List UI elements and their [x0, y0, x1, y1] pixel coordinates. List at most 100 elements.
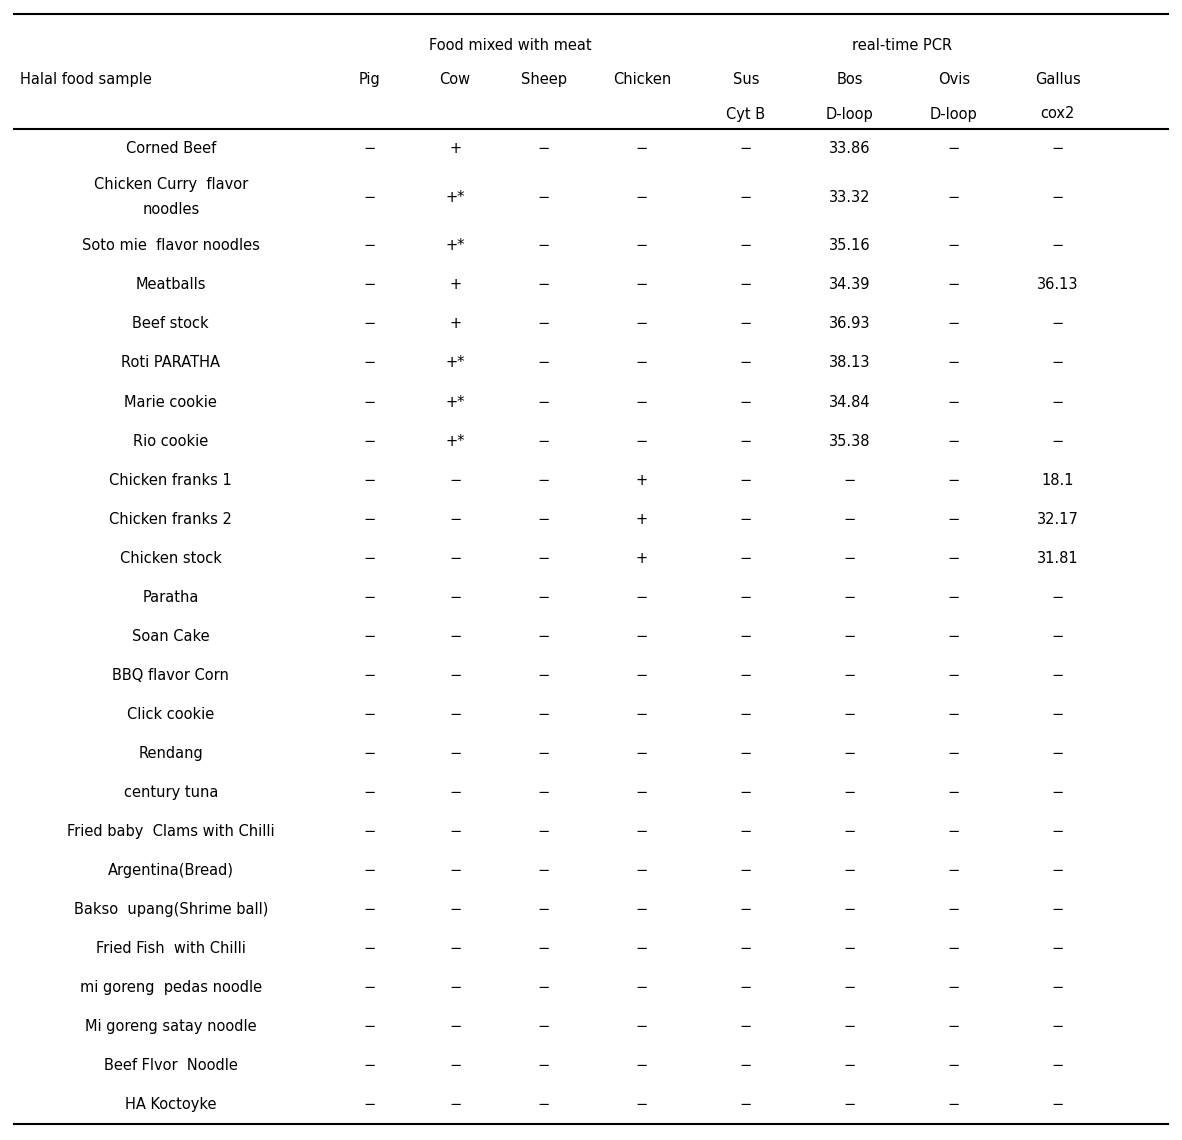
Text: −: −	[636, 824, 648, 839]
Text: −: −	[740, 356, 752, 370]
Text: −: −	[364, 628, 376, 644]
Text: −: −	[636, 238, 648, 253]
Text: Fried Fish  with Chilli: Fried Fish with Chilli	[96, 940, 246, 956]
Text: −: −	[948, 707, 960, 722]
Text: −: −	[844, 628, 856, 644]
Text: 32.17: 32.17	[1037, 512, 1079, 527]
Text: −: −	[948, 394, 960, 409]
Text: −: −	[1052, 433, 1064, 448]
Text: Gallus: Gallus	[1035, 72, 1080, 88]
Text: −: −	[538, 512, 550, 527]
Text: −: −	[364, 1097, 376, 1112]
Text: −: −	[948, 473, 960, 488]
Text: −: −	[636, 1019, 648, 1034]
Text: −: −	[948, 1019, 960, 1034]
Text: +: +	[449, 277, 461, 293]
Text: +: +	[636, 473, 648, 488]
Text: BBQ flavor Corn: BBQ flavor Corn	[112, 668, 229, 683]
Text: 36.93: 36.93	[829, 317, 871, 332]
Text: Food mixed with meat: Food mixed with meat	[429, 38, 592, 54]
Text: −: −	[538, 707, 550, 722]
Text: Argentina(Bread): Argentina(Bread)	[108, 863, 234, 878]
Text: Soan Cake: Soan Cake	[132, 628, 209, 644]
Text: −: −	[636, 707, 648, 722]
Text: 18.1: 18.1	[1041, 473, 1074, 488]
Text: −: −	[740, 277, 752, 293]
Text: −: −	[538, 1097, 550, 1112]
Text: −: −	[636, 746, 648, 760]
Text: −: −	[538, 863, 550, 878]
Text: −: −	[740, 784, 752, 800]
Text: −: −	[844, 940, 856, 956]
Text: −: −	[538, 784, 550, 800]
Text: −: −	[740, 668, 752, 683]
Text: −: −	[449, 512, 461, 527]
Text: −: −	[538, 1019, 550, 1034]
Text: −: −	[1052, 863, 1064, 878]
Text: Pig: Pig	[359, 72, 381, 88]
Text: −: −	[449, 473, 461, 488]
Text: real-time PCR: real-time PCR	[852, 38, 952, 54]
Text: −: −	[538, 551, 550, 565]
Text: Meatballs: Meatballs	[136, 277, 206, 293]
Text: 35.16: 35.16	[829, 238, 871, 253]
Text: +: +	[449, 317, 461, 332]
Text: Mi goreng satay noodle: Mi goreng satay noodle	[85, 1019, 256, 1034]
Text: −: −	[364, 589, 376, 604]
Text: −: −	[844, 1019, 856, 1034]
Text: −: −	[1052, 824, 1064, 839]
Text: −: −	[538, 394, 550, 409]
Text: −: −	[740, 1097, 752, 1112]
Text: −: −	[636, 980, 648, 995]
Text: −: −	[364, 512, 376, 527]
Text: −: −	[844, 1097, 856, 1112]
Text: −: −	[538, 277, 550, 293]
Text: −: −	[538, 589, 550, 604]
Text: −: −	[636, 1097, 648, 1112]
Text: −: −	[636, 189, 648, 204]
Text: −: −	[449, 707, 461, 722]
Text: −: −	[636, 940, 648, 956]
Text: −: −	[740, 551, 752, 565]
Text: +: +	[636, 551, 648, 565]
Text: Chicken franks 1: Chicken franks 1	[110, 473, 232, 488]
Text: −: −	[364, 1058, 376, 1073]
Text: −: −	[948, 746, 960, 760]
Text: −: −	[364, 824, 376, 839]
Text: −: −	[538, 356, 550, 370]
Text: −: −	[636, 668, 648, 683]
Text: Halal food sample: Halal food sample	[20, 72, 152, 88]
Text: −: −	[740, 512, 752, 527]
Text: −: −	[538, 238, 550, 253]
Text: Marie cookie: Marie cookie	[124, 394, 217, 409]
Text: −: −	[364, 141, 376, 156]
Text: −: −	[740, 141, 752, 156]
Text: Cyt B: Cyt B	[726, 106, 766, 122]
Text: −: −	[636, 589, 648, 604]
Text: −: −	[449, 1097, 461, 1112]
Text: −: −	[449, 551, 461, 565]
Text: +*: +*	[446, 356, 465, 370]
Text: −: −	[1052, 1097, 1064, 1112]
Text: −: −	[948, 668, 960, 683]
Text: −: −	[1052, 589, 1064, 604]
Text: −: −	[364, 551, 376, 565]
Text: −: −	[364, 902, 376, 917]
Text: −: −	[948, 551, 960, 565]
Text: −: −	[538, 668, 550, 683]
Text: −: −	[364, 707, 376, 722]
Text: −: −	[364, 473, 376, 488]
Text: 31.81: 31.81	[1037, 551, 1079, 565]
Text: −: −	[1052, 902, 1064, 917]
Text: −: −	[844, 589, 856, 604]
Text: −: −	[844, 784, 856, 800]
Text: +*: +*	[446, 433, 465, 448]
Text: −: −	[948, 902, 960, 917]
Text: −: −	[1052, 189, 1064, 204]
Text: −: −	[364, 317, 376, 332]
Text: −: −	[636, 1058, 648, 1073]
Text: −: −	[449, 863, 461, 878]
Text: −: −	[449, 746, 461, 760]
Text: Paratha: Paratha	[143, 589, 199, 604]
Text: −: −	[948, 940, 960, 956]
